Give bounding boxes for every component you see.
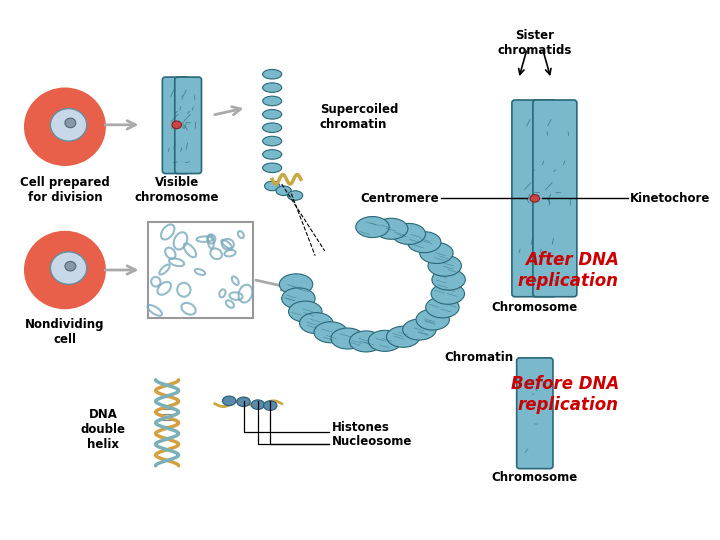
- Text: After DNA
replication: After DNA replication: [518, 251, 619, 289]
- Text: Chromosome: Chromosome: [492, 301, 578, 314]
- Ellipse shape: [314, 322, 347, 343]
- Text: Cell prepared
for division: Cell prepared for division: [20, 177, 110, 205]
- Text: Sister
chromatids: Sister chromatids: [498, 29, 572, 57]
- Ellipse shape: [408, 232, 441, 253]
- Ellipse shape: [65, 261, 76, 271]
- Ellipse shape: [387, 326, 420, 347]
- Text: Visible
chromosome: Visible chromosome: [135, 177, 219, 205]
- Bar: [148, 222, 253, 318]
- Text: Nondividing
cell: Nondividing cell: [25, 318, 104, 346]
- Text: Chromosome: Chromosome: [492, 470, 578, 483]
- Ellipse shape: [331, 328, 364, 349]
- Ellipse shape: [50, 252, 86, 285]
- Ellipse shape: [263, 96, 282, 106]
- Text: Nucleosome: Nucleosome: [331, 435, 412, 448]
- Text: Before DNA
replication: Before DNA replication: [510, 375, 619, 414]
- Text: Chromatin: Chromatin: [444, 351, 513, 364]
- Ellipse shape: [431, 284, 464, 304]
- Text: Histones: Histones: [331, 421, 390, 434]
- Ellipse shape: [263, 83, 282, 92]
- Text: Kinetochore: Kinetochore: [630, 192, 711, 205]
- Ellipse shape: [264, 181, 280, 191]
- Ellipse shape: [356, 217, 390, 238]
- Ellipse shape: [50, 109, 86, 141]
- Ellipse shape: [349, 331, 383, 352]
- Text: Centromere: Centromere: [361, 192, 439, 205]
- Ellipse shape: [287, 191, 302, 200]
- Ellipse shape: [289, 301, 322, 322]
- Ellipse shape: [416, 309, 449, 330]
- FancyBboxPatch shape: [517, 358, 553, 469]
- Ellipse shape: [65, 118, 76, 127]
- Ellipse shape: [263, 110, 282, 119]
- Ellipse shape: [300, 313, 333, 334]
- Ellipse shape: [426, 297, 459, 318]
- Ellipse shape: [263, 163, 282, 173]
- Ellipse shape: [279, 274, 312, 295]
- Ellipse shape: [251, 400, 264, 409]
- Ellipse shape: [25, 89, 105, 165]
- Ellipse shape: [264, 401, 277, 410]
- Ellipse shape: [263, 150, 282, 159]
- Ellipse shape: [237, 397, 251, 407]
- Ellipse shape: [428, 255, 462, 276]
- Ellipse shape: [432, 269, 465, 290]
- FancyBboxPatch shape: [162, 77, 189, 173]
- FancyBboxPatch shape: [512, 100, 556, 297]
- Ellipse shape: [172, 121, 181, 129]
- Ellipse shape: [530, 194, 539, 202]
- FancyBboxPatch shape: [175, 77, 202, 173]
- Ellipse shape: [222, 396, 236, 406]
- Ellipse shape: [263, 123, 282, 132]
- FancyBboxPatch shape: [533, 100, 577, 297]
- Text: DNA
double
helix: DNA double helix: [81, 408, 126, 451]
- Ellipse shape: [392, 224, 426, 245]
- Text: Supercoiled
chromatin: Supercoiled chromatin: [320, 103, 398, 131]
- Ellipse shape: [374, 218, 408, 239]
- Ellipse shape: [25, 232, 105, 308]
- Ellipse shape: [263, 70, 282, 79]
- Ellipse shape: [420, 242, 453, 264]
- Ellipse shape: [263, 136, 282, 146]
- Ellipse shape: [369, 330, 402, 352]
- Ellipse shape: [276, 186, 292, 195]
- Ellipse shape: [282, 288, 315, 309]
- Ellipse shape: [402, 319, 436, 340]
